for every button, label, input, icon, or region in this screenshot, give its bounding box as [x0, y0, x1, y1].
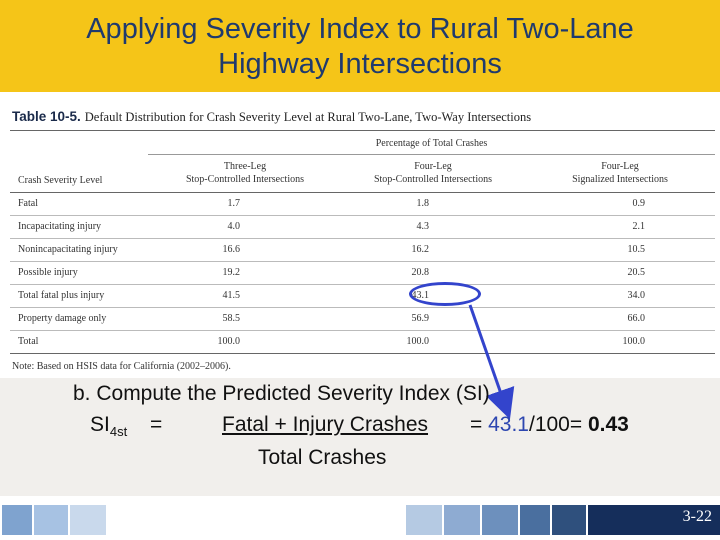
table-row-rule	[10, 284, 715, 285]
fraction-denominator: Total Crashes	[258, 446, 387, 469]
footer-block	[70, 505, 106, 535]
column-header-line: Stop-Controlled Intersections	[185, 174, 305, 185]
table-caption: Table 10-5. Default Distribution for Cras…	[12, 109, 531, 125]
footer-block	[520, 505, 550, 535]
table-cell: 58.5	[222, 313, 241, 324]
content-panel	[0, 378, 720, 496]
column-header-four-leg-stop: Four-Leg Stop-Controlled Intersections	[348, 160, 518, 186]
table-row-rule	[10, 261, 715, 262]
calculation: = 43.1/100= 0.43	[470, 413, 629, 437]
table-cell: 20.8	[411, 267, 430, 278]
table-row-label: Fatal	[18, 198, 38, 209]
table-cell: 19.2	[222, 267, 241, 278]
column-header-line: Three-Leg	[223, 161, 267, 172]
table-cell: 34.0	[627, 290, 646, 301]
table-cell: 0.9	[632, 198, 646, 209]
footer-block	[406, 505, 442, 535]
slide-title: Applying Severity Index to Rural Two-Lan…	[0, 12, 720, 82]
table-rule-header	[10, 192, 715, 193]
table-caption-text: Default Distribution for Crash Severity …	[84, 110, 532, 124]
column-header-line: Signalized Intersections	[572, 174, 668, 185]
table-cell: 4.0	[227, 221, 241, 232]
column-header-three-leg-stop: Three-Leg Stop-Controlled Intersections	[160, 160, 330, 186]
table-row-label: Nonincapacitating injury	[18, 244, 118, 255]
table-cell: 66.0	[627, 313, 646, 324]
column-header-line: Four-Leg	[414, 161, 452, 172]
table-number: Table 10-5.	[12, 109, 81, 124]
row-header: Crash Severity Level	[18, 175, 103, 186]
calc-divisor: /100=	[528, 413, 588, 436]
column-header-line: Four-Leg	[601, 161, 639, 172]
step-b-text: b. Compute the Predicted Severity Index …	[73, 382, 490, 405]
si-subscript: 4st	[109, 424, 128, 440]
table-row-label: Possible injury	[18, 267, 78, 278]
calc-equals: =	[470, 413, 489, 436]
table-cell: 1.7	[227, 198, 241, 209]
fraction-numerator: Fatal + Injury Crashes	[222, 413, 429, 436]
column-header-line: Stop-Controlled Intersections	[373, 174, 493, 185]
table-row-rule	[10, 215, 715, 216]
footer-block	[2, 505, 32, 535]
table-cell: 10.5	[627, 244, 646, 255]
table-rule-group	[148, 154, 715, 155]
si-symbol: SI	[90, 413, 110, 436]
footer-block	[108, 505, 404, 535]
table-cell: 41.5	[222, 290, 241, 301]
table-rule-top	[10, 130, 715, 131]
slide-title-line-2: Highway Intersections	[218, 48, 502, 80]
column-group-header: Percentage of Total Crashes	[375, 138, 488, 149]
table-cell: 4.3	[416, 221, 430, 232]
title-bar	[0, 0, 720, 92]
footer-block	[588, 505, 720, 535]
footer-block	[34, 505, 68, 535]
footer-block	[444, 505, 480, 535]
table-note: Note: Based on HSIS data for California …	[12, 361, 231, 372]
table-image: Table 10-5. Default Distribution for Cras…	[10, 104, 715, 376]
table-row-label: Total	[18, 336, 39, 347]
footer-block	[552, 505, 586, 535]
calc-value: 43.1	[488, 413, 529, 436]
table-row-rule	[10, 330, 715, 331]
table-cell: 1.8	[416, 198, 430, 209]
slide-title-line-1: Applying Severity Index to Rural Two-Lan…	[86, 13, 634, 45]
si-equals: =	[150, 413, 163, 436]
column-header-four-leg-signal: Four-Leg Signalized Intersections	[535, 160, 705, 186]
highlight-circle	[409, 282, 481, 306]
footer-block	[482, 505, 518, 535]
table-cell: 20.5	[627, 267, 646, 278]
table-row-label: Incapacitating injury	[18, 221, 102, 232]
table-row-rule	[10, 238, 715, 239]
table-cell: 16.6	[222, 244, 241, 255]
table-cell: 16.2	[411, 244, 430, 255]
calc-result: 0.43	[587, 413, 629, 436]
table-row-rule	[10, 353, 715, 354]
table-row-label: Total fatal plus injury	[18, 290, 105, 301]
table-cell: 2.1	[632, 221, 646, 232]
table-cell: 56.9	[411, 313, 430, 324]
table-row-label: Property damage only	[18, 313, 107, 324]
si-label: SI4st	[90, 413, 127, 439]
table-cell: 100.0	[217, 336, 241, 347]
table-row-rule	[10, 307, 715, 308]
slide-number: 3-22	[682, 508, 712, 525]
table-cell: 100.0	[622, 336, 646, 347]
table-cell: 100.0	[406, 336, 430, 347]
